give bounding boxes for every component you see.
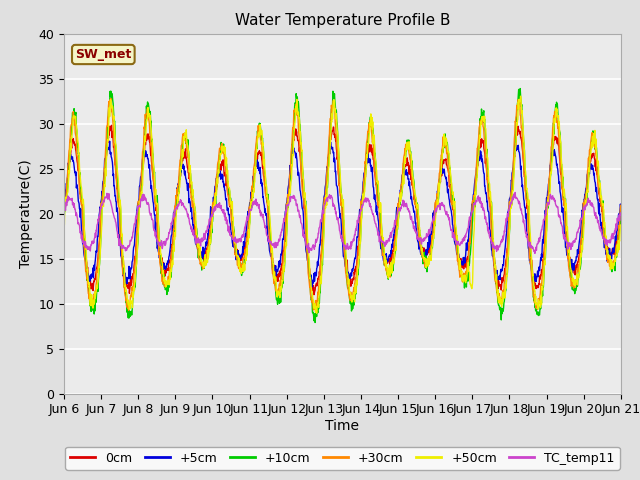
Line: +10cm: +10cm bbox=[64, 88, 621, 323]
+5cm bbox=[617, 205, 625, 211]
TC_temp11 bbox=[531, 251, 539, 256]
+30cm bbox=[247, 196, 255, 202]
Legend: 0cm, +5cm, +10cm, +30cm, +50cm, TC_temp11: 0cm, +5cm, +10cm, +30cm, +50cm, TC_temp1… bbox=[65, 447, 620, 469]
TC_temp11 bbox=[246, 206, 254, 212]
+50cm bbox=[60, 225, 68, 231]
+5cm bbox=[184, 180, 192, 186]
TC_temp11 bbox=[502, 222, 509, 228]
X-axis label: Time: Time bbox=[325, 419, 360, 433]
Line: TC_temp11: TC_temp11 bbox=[64, 192, 621, 253]
Title: Water Temperature Profile B: Water Temperature Profile B bbox=[235, 13, 450, 28]
+50cm bbox=[184, 143, 191, 149]
+10cm bbox=[246, 206, 254, 212]
+30cm bbox=[107, 96, 115, 101]
+5cm bbox=[429, 216, 437, 222]
0cm bbox=[310, 292, 318, 298]
+10cm bbox=[502, 288, 509, 293]
+30cm bbox=[429, 224, 437, 229]
+5cm bbox=[246, 199, 254, 205]
+50cm bbox=[552, 114, 559, 120]
+10cm bbox=[311, 320, 319, 325]
+5cm bbox=[60, 203, 68, 208]
+30cm bbox=[172, 203, 179, 209]
TC_temp11 bbox=[552, 201, 559, 206]
Text: SW_met: SW_met bbox=[75, 48, 131, 61]
+50cm bbox=[313, 310, 321, 316]
Line: +30cm: +30cm bbox=[64, 98, 621, 310]
+30cm bbox=[125, 307, 132, 313]
TC_temp11 bbox=[429, 217, 436, 223]
+5cm bbox=[308, 284, 316, 290]
+5cm bbox=[502, 232, 510, 238]
0cm bbox=[502, 256, 510, 262]
+50cm bbox=[502, 286, 509, 291]
+10cm bbox=[170, 228, 178, 233]
0cm bbox=[60, 202, 68, 207]
+50cm bbox=[170, 235, 178, 240]
0cm bbox=[108, 122, 115, 128]
+10cm bbox=[184, 137, 191, 143]
TC_temp11 bbox=[617, 210, 625, 216]
0cm bbox=[617, 204, 625, 209]
+30cm bbox=[60, 201, 68, 207]
TC_temp11 bbox=[184, 214, 191, 220]
+10cm bbox=[516, 85, 524, 91]
Y-axis label: Temperature(C): Temperature(C) bbox=[19, 159, 33, 268]
+10cm bbox=[60, 215, 68, 221]
Line: 0cm: 0cm bbox=[64, 125, 621, 295]
+5cm bbox=[552, 153, 559, 158]
+10cm bbox=[429, 233, 437, 239]
+50cm bbox=[516, 93, 524, 99]
+50cm bbox=[617, 223, 625, 228]
TC_temp11 bbox=[60, 208, 68, 214]
+10cm bbox=[552, 106, 559, 112]
0cm bbox=[246, 205, 254, 211]
TC_temp11 bbox=[170, 213, 178, 219]
+50cm bbox=[429, 237, 437, 243]
Line: +50cm: +50cm bbox=[64, 96, 621, 313]
+30cm bbox=[502, 264, 510, 269]
+50cm bbox=[246, 214, 254, 219]
+30cm bbox=[617, 203, 625, 208]
+5cm bbox=[106, 138, 113, 144]
+10cm bbox=[617, 210, 625, 216]
0cm bbox=[184, 170, 192, 176]
+5cm bbox=[171, 206, 179, 212]
0cm bbox=[552, 137, 559, 143]
+30cm bbox=[185, 163, 193, 169]
0cm bbox=[171, 219, 179, 225]
0cm bbox=[429, 227, 437, 232]
TC_temp11 bbox=[511, 190, 519, 195]
+30cm bbox=[552, 110, 559, 116]
Line: +5cm: +5cm bbox=[64, 141, 621, 287]
